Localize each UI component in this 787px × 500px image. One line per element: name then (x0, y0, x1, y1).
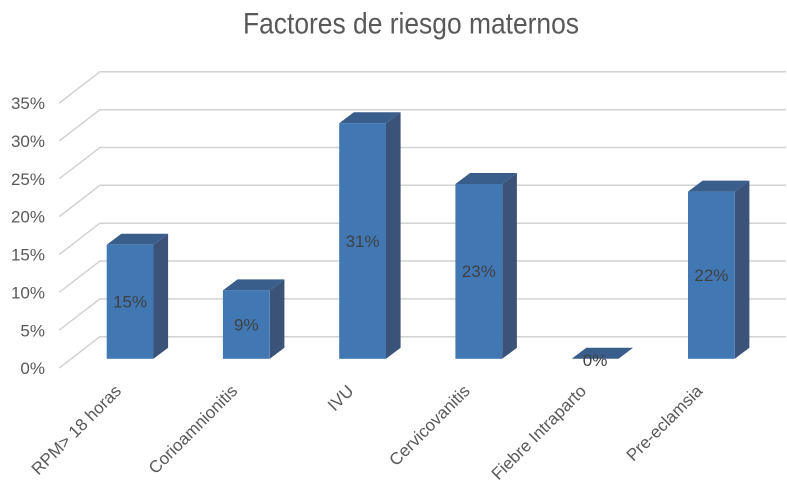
svg-text:22%: 22% (694, 266, 728, 285)
svg-text:0%: 0% (20, 359, 45, 378)
svg-text:10%: 10% (11, 283, 45, 302)
svg-text:Factores de riesgo maternos: Factores de riesgo maternos (243, 8, 579, 41)
svg-text:15%: 15% (113, 293, 147, 312)
svg-text:20%: 20% (11, 208, 45, 227)
svg-text:25%: 25% (11, 170, 45, 189)
svg-text:30%: 30% (11, 132, 45, 151)
svg-text:31%: 31% (346, 232, 380, 251)
svg-text:5%: 5% (20, 321, 45, 340)
svg-text:9%: 9% (234, 315, 259, 334)
svg-text:0%: 0% (583, 351, 608, 370)
svg-text:23%: 23% (462, 262, 496, 281)
svg-text:35%: 35% (11, 94, 45, 113)
svg-text:15%: 15% (11, 246, 45, 265)
